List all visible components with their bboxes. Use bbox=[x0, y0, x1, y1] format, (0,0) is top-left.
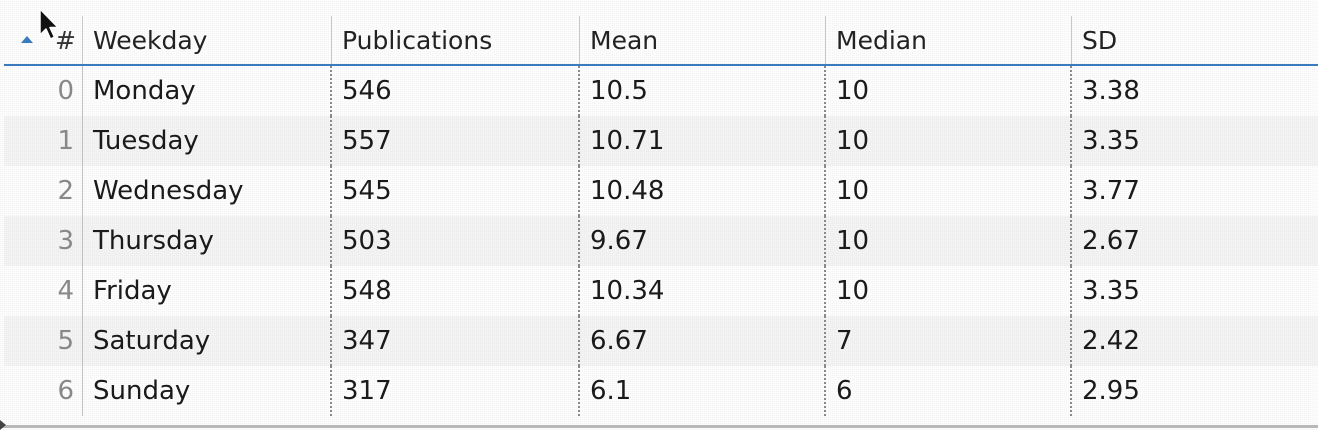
header-publications-label: Publications bbox=[342, 25, 493, 55]
publications-cell[interactable]: 503 bbox=[332, 216, 580, 266]
sd-cell[interactable]: 3.77 bbox=[1082, 176, 1140, 206]
median-cell[interactable]: 6 bbox=[826, 366, 1072, 416]
mean-cell[interactable]: 6.67 bbox=[580, 316, 826, 366]
table-row[interactable]: 1 Tuesday 557 10.71 10 3.35 bbox=[4, 116, 1318, 166]
header-index-label: # bbox=[55, 25, 76, 55]
mean-cell[interactable]: 10.5 bbox=[580, 66, 826, 116]
publications-cell[interactable]: 557 bbox=[332, 116, 580, 166]
header-mean[interactable]: Mean bbox=[580, 16, 826, 64]
sd-cell[interactable]: 3.35 bbox=[1082, 126, 1140, 156]
publications-cell[interactable]: 548 bbox=[332, 266, 580, 316]
sort-ascending-icon bbox=[21, 36, 33, 43]
sd-cell[interactable]: 3.38 bbox=[1082, 76, 1140, 106]
row-index-cell: 4 bbox=[4, 266, 83, 316]
table-row[interactable]: 2 Wednesday 545 10.48 10 3.77 bbox=[4, 166, 1318, 216]
row-index-cell: 2 bbox=[4, 166, 83, 216]
publications-cell[interactable]: 545 bbox=[332, 166, 580, 216]
table-row[interactable]: 6 Sunday 317 6.1 6 2.95 bbox=[4, 366, 1318, 416]
table-row[interactable]: 4 Friday 548 10.34 10 3.35 bbox=[4, 266, 1318, 316]
median-cell[interactable]: 10 bbox=[826, 216, 1072, 266]
table-row[interactable]: 3 Thursday 503 9.67 10 2.67 bbox=[4, 216, 1318, 266]
header-mean-label: Mean bbox=[590, 25, 659, 55]
median-cell[interactable]: 7 bbox=[826, 316, 1072, 366]
publications-cell[interactable]: 317 bbox=[332, 366, 580, 416]
header-median-label: Median bbox=[836, 25, 927, 55]
median-cell[interactable]: 10 bbox=[826, 66, 1072, 116]
mean-cell[interactable]: 10.71 bbox=[580, 116, 826, 166]
sd-cell[interactable]: 2.95 bbox=[1082, 376, 1140, 406]
median-cell[interactable]: 10 bbox=[826, 266, 1072, 316]
data-table: # Weekday Publications Mean Median SD 0 … bbox=[4, 16, 1318, 416]
table-body: 0 Monday 546 10.5 10 3.38 1 Tuesday 557 … bbox=[4, 66, 1318, 416]
mean-cell[interactable]: 10.48 bbox=[580, 166, 826, 216]
mean-cell[interactable]: 6.1 bbox=[580, 366, 826, 416]
weekday-cell[interactable]: Tuesday bbox=[83, 116, 332, 166]
header-index[interactable]: # bbox=[4, 16, 83, 64]
row-index-cell: 1 bbox=[4, 116, 83, 166]
mean-cell[interactable]: 10.34 bbox=[580, 266, 826, 316]
table-bottom-border bbox=[0, 425, 1318, 428]
table-row[interactable]: 0 Monday 546 10.5 10 3.38 bbox=[4, 66, 1318, 116]
row-index-cell: 0 bbox=[4, 66, 83, 116]
header-median[interactable]: Median bbox=[826, 16, 1072, 64]
table-row[interactable]: 5 Saturday 347 6.67 7 2.42 bbox=[4, 316, 1318, 366]
mean-cell[interactable]: 9.67 bbox=[580, 216, 826, 266]
weekday-cell[interactable]: Friday bbox=[83, 266, 332, 316]
median-cell[interactable]: 10 bbox=[826, 166, 1072, 216]
header-weekday-label: Weekday bbox=[93, 25, 208, 55]
header-sd-label: SD bbox=[1082, 25, 1118, 55]
header-sd[interactable]: SD bbox=[1072, 16, 1318, 64]
mouse-pointer-icon bbox=[39, 8, 59, 40]
weekday-cell[interactable]: Wednesday bbox=[83, 166, 332, 216]
header-publications[interactable]: Publications bbox=[332, 16, 580, 64]
median-cell[interactable]: 10 bbox=[826, 116, 1072, 166]
resize-arrow-icon bbox=[0, 420, 6, 430]
weekday-cell[interactable]: Monday bbox=[83, 66, 332, 116]
weekday-cell[interactable]: Thursday bbox=[83, 216, 332, 266]
row-index-cell: 3 bbox=[4, 216, 83, 266]
sd-cell[interactable]: 2.67 bbox=[1082, 226, 1140, 256]
table-header: # Weekday Publications Mean Median SD bbox=[4, 16, 1318, 66]
row-index-cell: 6 bbox=[4, 366, 83, 416]
weekday-cell[interactable]: Saturday bbox=[83, 316, 332, 366]
publications-cell[interactable]: 347 bbox=[332, 316, 580, 366]
row-index-cell: 5 bbox=[4, 316, 83, 366]
sd-cell[interactable]: 3.35 bbox=[1082, 276, 1140, 306]
sd-cell[interactable]: 2.42 bbox=[1082, 326, 1140, 356]
publications-cell[interactable]: 546 bbox=[332, 66, 580, 116]
weekday-cell[interactable]: Sunday bbox=[83, 366, 332, 416]
header-weekday[interactable]: Weekday bbox=[83, 16, 332, 64]
